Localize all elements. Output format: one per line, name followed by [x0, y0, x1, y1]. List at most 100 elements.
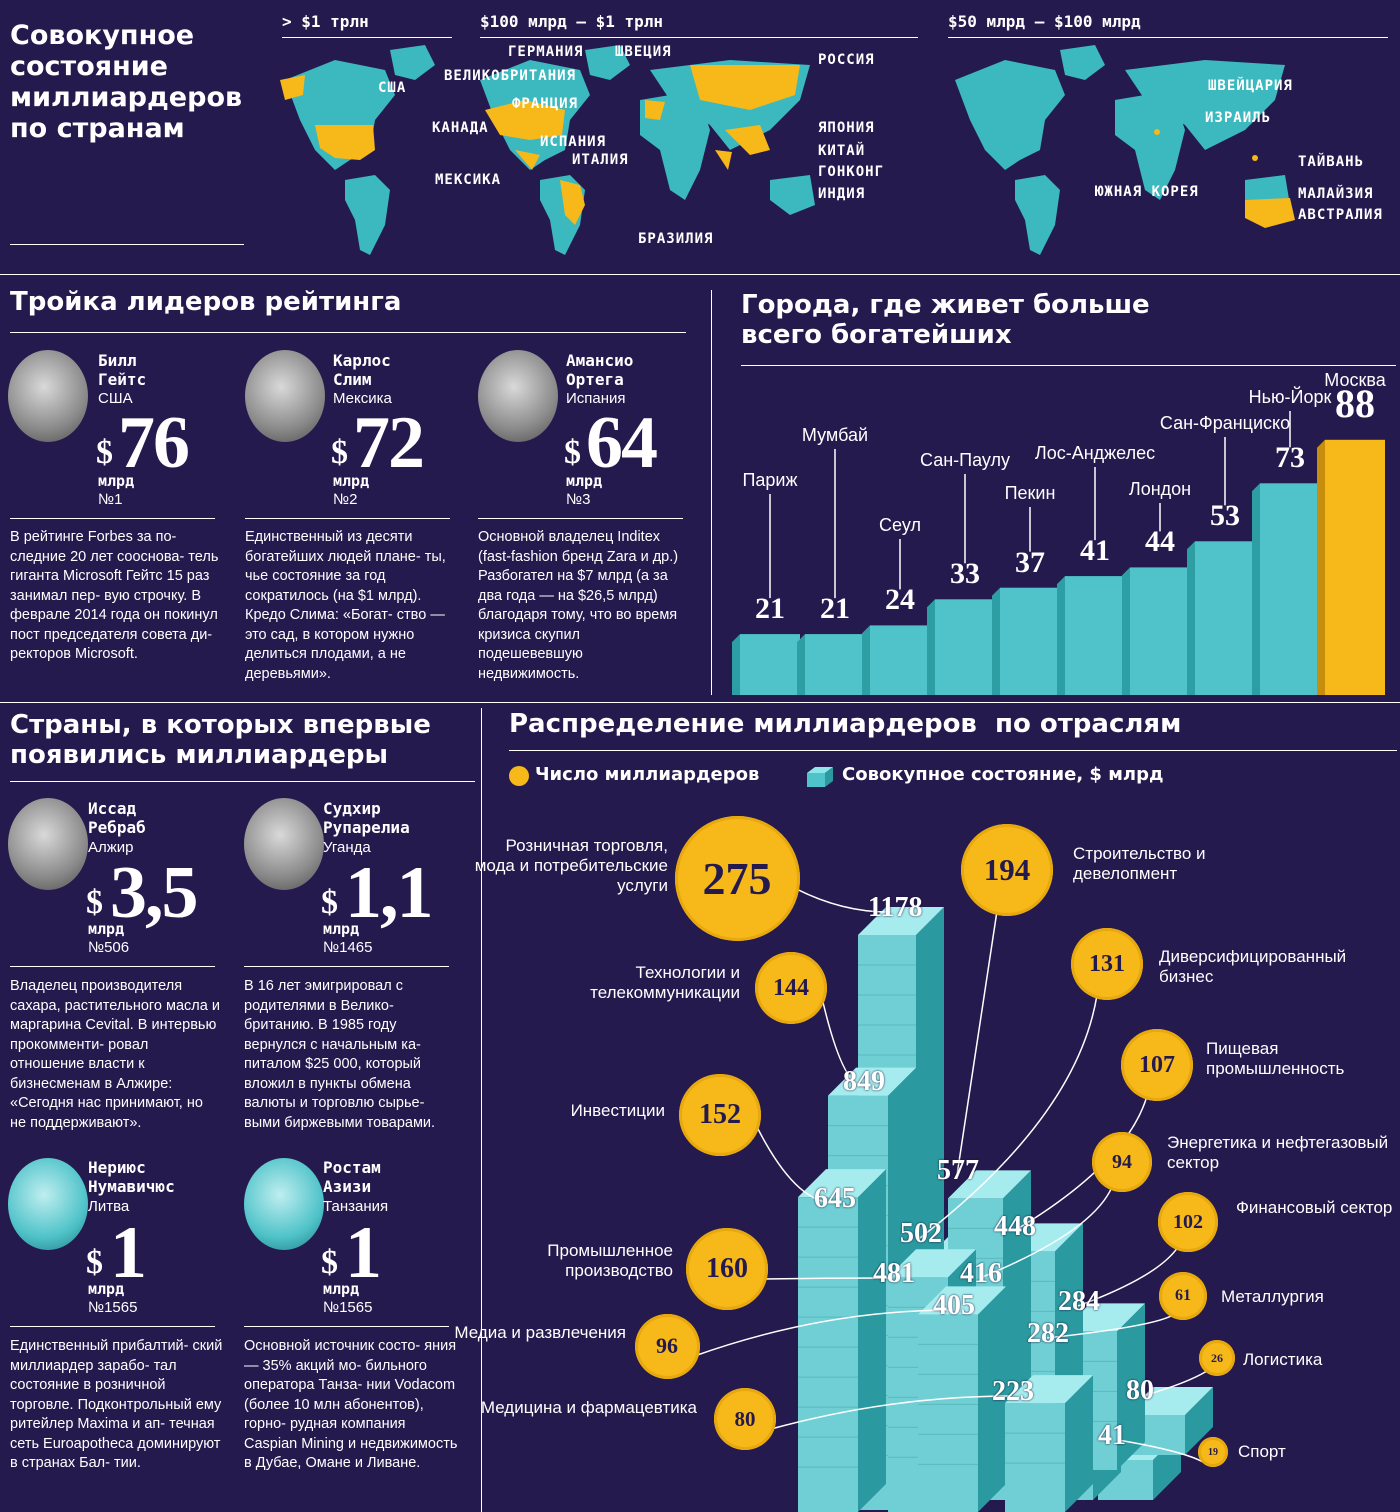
- billionaire-count-circle: 107: [1121, 1029, 1193, 1101]
- map-label: ГЕРМАНИЯ: [508, 44, 584, 60]
- city-label: Лос-Анджелес: [1034, 443, 1156, 463]
- industry-label: Логистика: [1243, 1350, 1323, 1369]
- net-worth: 72: [353, 402, 425, 484]
- leader-line: [821, 997, 864, 1087]
- industry-total-value: 223: [992, 1376, 1034, 1407]
- rank: №506: [88, 939, 130, 956]
- city-bar: [1325, 439, 1385, 695]
- person-country: Мексика: [333, 390, 392, 407]
- industries-chart: [694, 887, 1213, 1512]
- industry-bar-top: [1005, 1375, 1093, 1404]
- map-label: ИНДИЯ: [818, 186, 866, 202]
- industry-total-value: 405: [933, 1290, 975, 1321]
- map-label: ШВЕЙЦАРИЯ: [1208, 78, 1293, 94]
- net-worth: 76: [118, 402, 190, 484]
- leader-line: [956, 910, 998, 1176]
- industry-bar: [798, 1197, 858, 1512]
- rank: №1565: [323, 1299, 373, 1316]
- legend-count-label: Число миллиардеров: [535, 764, 760, 785]
- cities-bar-chart: [732, 411, 1385, 695]
- person-description: Основной владелец Inditex (fast-fashion …: [478, 529, 679, 682]
- city-value: 53: [1210, 499, 1240, 533]
- city-bar: [935, 599, 995, 695]
- industry-bar-side: [1117, 1303, 1145, 1470]
- city-value: 73: [1275, 441, 1305, 475]
- industry-total-value: 502: [900, 1218, 942, 1249]
- map-label: ШВЕЦИЯ: [615, 44, 672, 60]
- avatar: [244, 1158, 324, 1250]
- industry-bar-side: [858, 1169, 886, 1512]
- rank: №3: [566, 491, 591, 508]
- city-value: 24: [885, 583, 915, 617]
- person-description: Владелец производителя сахара, раститель…: [10, 978, 220, 1131]
- leader-line: [762, 1277, 894, 1280]
- billionaire-count-circle: 131: [1071, 928, 1143, 1000]
- map-label: ЮЖНАЯ КОРЕЯ: [1095, 184, 1199, 200]
- map-label: ТАЙВАНЬ: [1298, 154, 1365, 170]
- billionaire-count-circle: 26: [1199, 1340, 1235, 1376]
- city-label: Париж: [742, 470, 798, 490]
- person-description: В 16 лет эмигрировал с родителями в Вели…: [244, 978, 436, 1131]
- industry-bar-top: [828, 1067, 916, 1096]
- city-bar-side: [862, 625, 870, 695]
- billionaire-count-circle: 194: [961, 824, 1053, 916]
- industry-bar-top: [798, 1169, 886, 1198]
- industry-label: Технологии и телекоммуникации: [590, 963, 740, 1002]
- city-label: Нью-Йорк: [1248, 387, 1332, 407]
- city-bar: [740, 634, 800, 695]
- top3-title: Тройка лидеров рейтинга: [10, 287, 402, 317]
- leader-line: [694, 1309, 954, 1357]
- city-label: Мумбай: [801, 425, 869, 445]
- usa-highlight: [315, 125, 375, 160]
- map-label: РОССИЯ: [818, 52, 875, 68]
- leader-line: [1145, 1370, 1208, 1396]
- person-country: Уганда: [323, 839, 371, 856]
- divider: [741, 365, 1396, 366]
- city-bar-side: [1252, 483, 1260, 695]
- person-country: Танзания: [323, 1198, 389, 1215]
- person-description: Единственный прибалтий- ский миллиардер …: [10, 1338, 223, 1471]
- unit: млрд: [566, 472, 603, 490]
- industry-total-value: 849: [843, 1066, 885, 1097]
- city-bar-side: [992, 587, 1000, 695]
- city-value: 21: [820, 592, 850, 626]
- divider: [10, 781, 475, 782]
- rank: №1: [98, 491, 123, 508]
- map-label: МЕКСИКА: [435, 172, 502, 188]
- city-bar-side: [927, 599, 935, 695]
- new-countries-title: Страны, в которых впервые появились милли…: [10, 710, 431, 770]
- industry-label: Медиа и развлечения: [454, 1323, 626, 1342]
- net-worth: 1: [110, 1212, 147, 1294]
- city-bar-side: [1317, 439, 1325, 695]
- map-header-1: > $1 трлн: [282, 12, 369, 31]
- dollar-sign: $: [86, 1244, 103, 1281]
- industry-label: Промышленное производство: [547, 1241, 673, 1280]
- billionaire-count-circle: 152: [679, 1074, 761, 1156]
- divider: [282, 37, 452, 38]
- city-value: 88: [1335, 380, 1375, 426]
- industry-label: Металлургия: [1221, 1287, 1324, 1306]
- divider: [0, 274, 1400, 275]
- legend-total-label: Совокупное состояние, $ млрд: [842, 764, 1164, 785]
- industry-total-value: 448: [994, 1211, 1036, 1242]
- city-label: Лондон: [1128, 479, 1192, 499]
- divider: [948, 37, 1388, 38]
- page-title: Совокупное состояние миллиардеров по стр…: [10, 20, 243, 144]
- map-header-3: $50 млрд — $100 млрд: [948, 12, 1141, 31]
- billionaire-count-circle: 94: [1092, 1132, 1152, 1192]
- dollar-sign: $: [564, 434, 581, 471]
- person-description: Основной источник состо- яния — 35% акци…: [244, 1338, 458, 1471]
- avatar: [8, 798, 88, 890]
- divider: [245, 518, 450, 519]
- industry-total-value: 645: [814, 1183, 856, 1214]
- industry-bar-side: [1065, 1375, 1093, 1512]
- industry-bar-side: [978, 1286, 1006, 1512]
- industry-label: Финансовый сектор: [1236, 1198, 1393, 1217]
- unit: млрд: [98, 472, 135, 490]
- leader-line: [1117, 1439, 1204, 1463]
- industry-label: Энергетика и нефтегазовый сектор: [1167, 1133, 1389, 1172]
- billionaire-count-circle: 96: [634, 1313, 700, 1379]
- unit: млрд: [333, 472, 370, 490]
- rank: №1465: [323, 939, 373, 956]
- map-label: ИСПАНИЯ: [540, 134, 607, 150]
